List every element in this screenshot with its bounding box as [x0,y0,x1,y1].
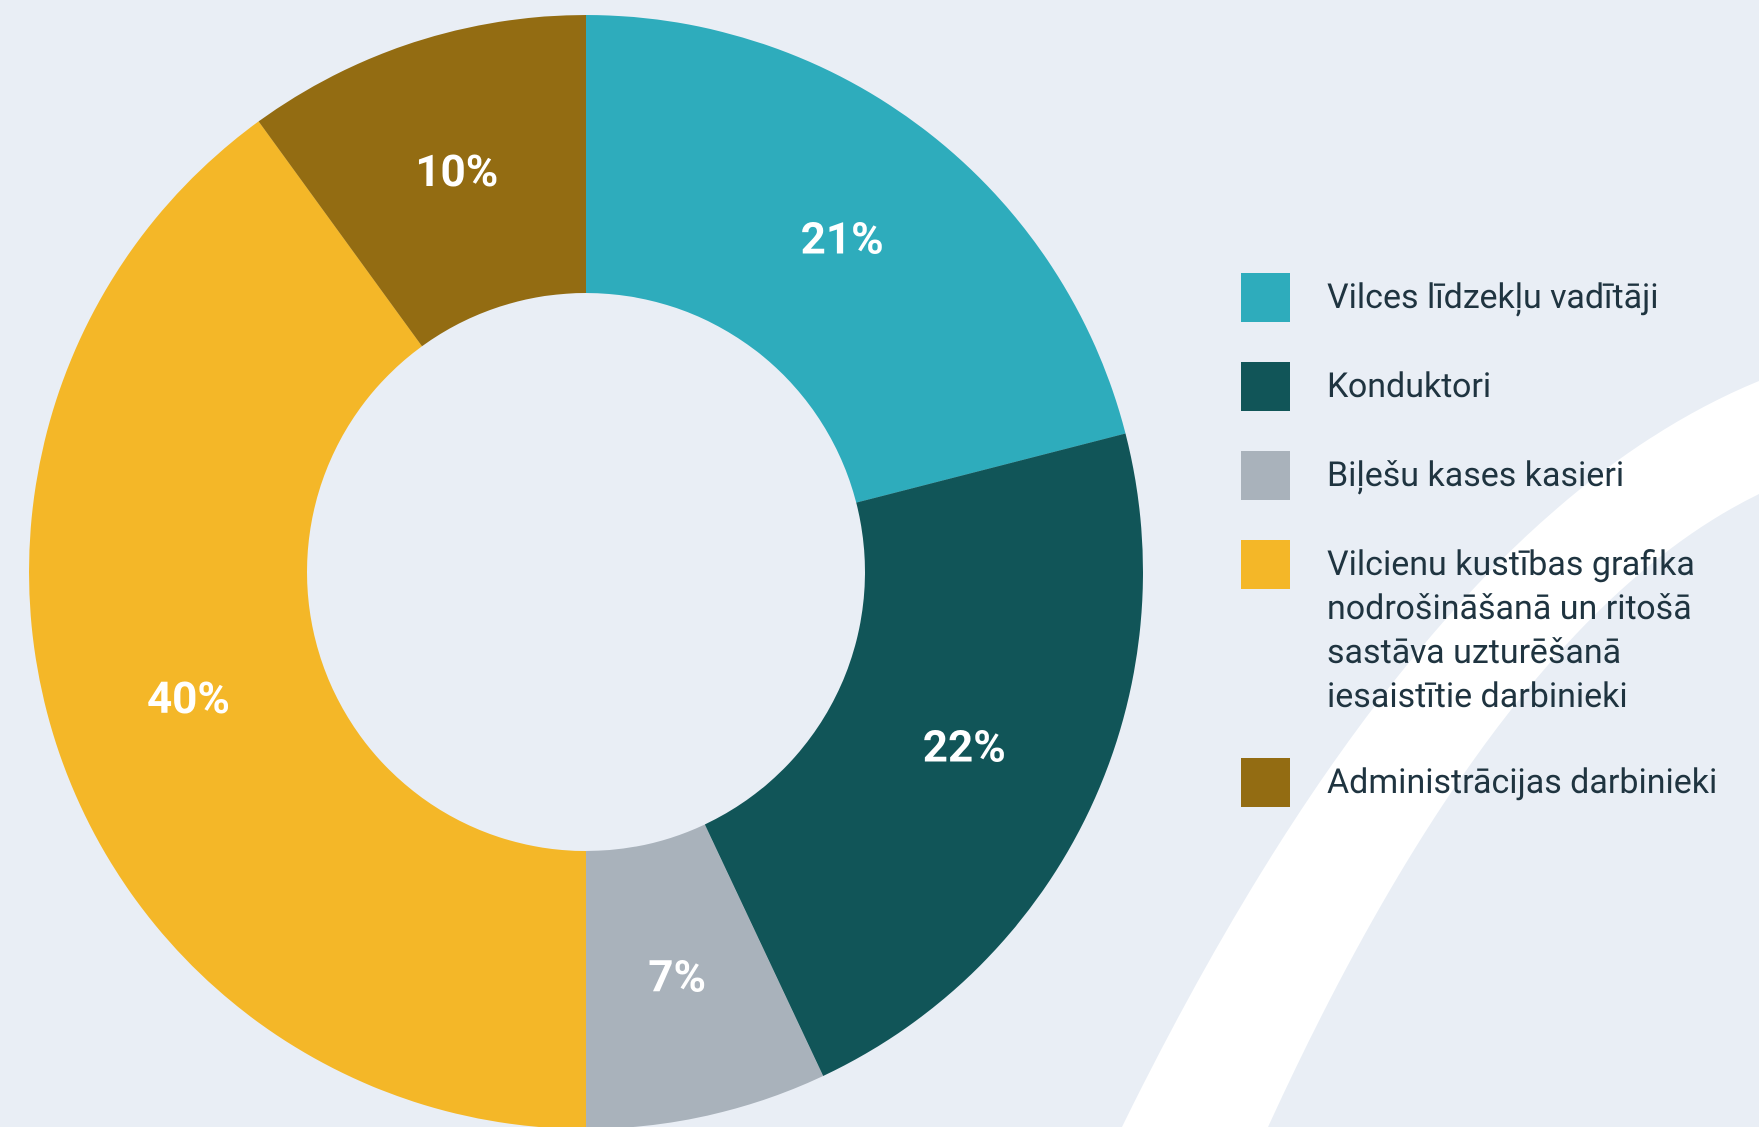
data-label: 40% [147,672,230,724]
legend-label: Vilcienu kustības grafika nodrošināšanā … [1327,544,1695,716]
legend-item: Administrācijas darbinieki [1241,758,1759,807]
data-label: 22% [923,721,1006,773]
slice [258,15,586,347]
slice [704,433,1144,1076]
slice [586,15,1126,503]
legend: Vilces līdzekļu vadītāji Konduktori Biļešu… [1241,273,1759,847]
legend-label: Biļešu kases kasieri [1327,455,1625,495]
slice [29,121,586,1127]
legend-label: Konduktori [1327,366,1492,406]
background-swoosh [1122,381,1759,1127]
legend-item: Vilces līdzekļu vadītāji [1241,273,1759,322]
legend-swatch [1241,451,1290,500]
legend-swatch [1241,273,1290,322]
legend-swatch [1241,758,1290,807]
legend-item: Konduktori [1241,362,1759,411]
legend-label: Administrācijas darbinieki [1327,762,1718,802]
data-label: 7% [648,951,706,1003]
legend-swatch [1241,540,1290,589]
data-label: 21% [801,212,884,264]
legend-item: Vilcienu kustības grafika nodrošināšanā … [1241,540,1759,718]
legend-swatch [1241,362,1290,411]
legend-item: Biļešu kases kasieri [1241,451,1759,500]
slice [586,824,824,1127]
data-label: 10% [415,145,498,197]
legend-label: Vilces līdzekļu vadītāji [1327,277,1659,317]
